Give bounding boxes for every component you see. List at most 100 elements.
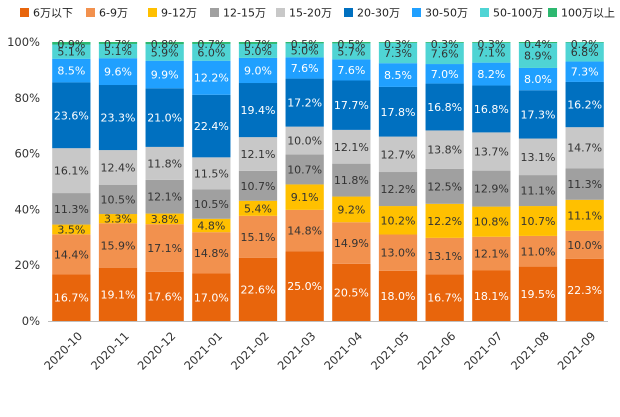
bar-value-label: 0.3% [431,38,459,51]
bar-segment [472,62,511,86]
bar-value-label: 5.4% [244,202,272,215]
bar-segment [98,58,138,86]
bar-segment [285,42,324,44]
bar-segment [98,150,138,185]
legend-label: 6万以下 [33,7,73,20]
bar-segment [565,199,604,231]
bar-segment [52,193,91,225]
bar-value-label: 16.2% [567,99,602,112]
bar-segment [332,196,371,223]
bar-segment [565,230,604,259]
bar-value-label: 5.9% [151,46,179,59]
bar-segment [98,85,138,151]
bar-value-label: 0.7% [197,38,225,51]
bar-segment [565,42,604,62]
y-tick-label: 100% [7,35,40,49]
bar-segment [425,130,464,169]
bar-value-label: 0.7% [244,38,272,51]
bar-segment [332,43,371,60]
bar-segment [52,44,91,59]
bar-value-label: 0.5% [291,38,319,51]
bar-segment [565,81,604,128]
bar-value-label: 12.1% [147,191,182,204]
bar-value-label: 13.7% [474,146,509,159]
bar-segment [425,42,464,43]
x-tick-label: 2021-07 [461,329,505,373]
bar-value-label: 17.1% [147,242,182,255]
bar-value-label: 0.3% [477,38,505,51]
bar-column: 18.1% 12.1% 10.8% 12.9% 13.7% 16.8% 8.2% 7.1%0.… [472,38,511,321]
bar-column: 20.5% 14.9% 9.2% 11.8% 12.1% 17.7% 7.6% 5.7%0.5… [332,38,371,321]
x-tick-label: 2021-03 [275,329,319,373]
bar-value-label: 12.2% [194,72,229,85]
bar-value-label: 3.8% [151,213,179,226]
bar-segment [518,235,558,267]
bar-segment [378,42,418,64]
bar-segment [378,270,418,321]
bar-value-label: 22.3% [567,284,602,297]
bar-value-label: 10.2% [381,214,416,227]
bar-column: 17.6% 17.1% 3.8% 12.1% 11.8% 21.0% 9.9% 5.9%0.8… [145,38,184,321]
x-tick-label: 2021-01 [181,329,225,373]
bar-value-label: 6.0% [197,46,225,59]
bar-value-label: 13.0% [381,247,416,260]
bar-value-label: 9.9% [151,69,179,82]
bar-value-label: 20.5% [334,286,369,299]
bar-segment [472,42,511,43]
bar-segment [565,61,604,82]
bar-segment [378,42,418,43]
bar-segment [98,267,138,321]
bar-value-label: 15.1% [241,231,276,244]
bar-segment [238,83,278,138]
bar-value-label: 9.6% [104,66,132,79]
x-tick-label: 2021-02 [228,329,272,373]
bar-segment [378,172,418,207]
bar-value-label: 13.1% [521,151,556,164]
x-axis: 2020-10 2020-11 2020-12 2021-01 2021-02 2021-… [41,321,608,373]
bar-value-label: 16.8% [427,101,462,114]
legend-swatch [86,8,95,17]
bar-value-label: 9.2% [337,203,365,216]
bar-segment [238,200,278,216]
bar-value-label: 7.3% [571,66,599,79]
bar-value-label: 19.5% [521,288,556,301]
bar-segment [145,44,184,61]
x-tick-label: 2021-04 [321,329,365,373]
bar-value-label: 10.7% [241,180,276,193]
bar-value-label: 5.0% [244,45,272,58]
bar-segment [378,86,418,137]
bar-segment [425,168,464,204]
bar-value-label: 11.3% [567,178,602,191]
bar-segment [192,218,231,233]
legend-swatch [210,8,219,17]
bar-segment [378,136,418,173]
x-tick-label: 2021-09 [555,329,599,373]
bar-segment [518,266,558,321]
bar-segment [472,42,511,63]
bar-segment [98,223,138,268]
bar-segment [332,42,371,44]
legend-swatch [548,8,557,17]
legend-label: 15-20万 [289,7,332,20]
bar-value-label: 12.4% [101,161,136,174]
y-tick-label: 80% [14,91,40,105]
x-tick-label: 2020-10 [41,329,85,373]
legend-swatch [148,8,157,17]
x-tick-label: 2020-11 [88,329,132,373]
bar-segment [565,258,604,321]
bar-value-label: 7.6% [291,62,319,75]
bar-segment [378,63,418,87]
bar-value-label: 0.5% [337,38,365,51]
bar-value-label: 5.7% [337,45,365,58]
bar-value-label: 17.7% [334,99,369,112]
bar-segment [472,170,511,207]
bar-value-label: 8.5% [57,65,85,78]
x-tick-label: 2021-06 [415,329,459,373]
bar-segment [565,127,604,169]
bar-value-label: 10.7% [521,215,556,228]
bar-column: 22.6% 15.1% 5.4% 10.7% 12.1% 19.4% 9.0% 5.0%0.7… [238,38,278,321]
bar-column: 17.0% 14.8% 4.8% 10.5% 11.5% 22.4% 12.2% 6.0%0.… [192,38,231,321]
bar-segment [52,224,91,235]
bar-value-label: 11.8% [147,157,182,170]
bar-value-label: 6.8% [571,46,599,59]
